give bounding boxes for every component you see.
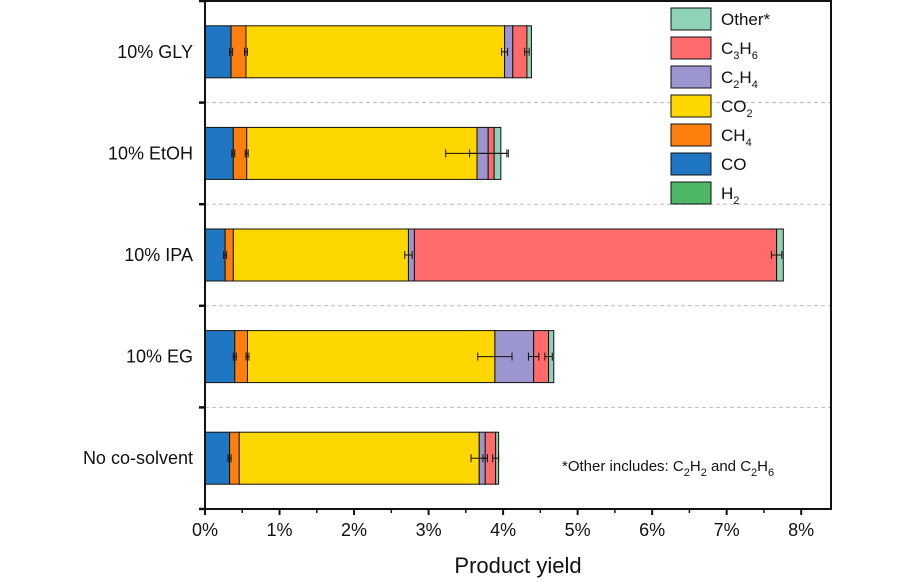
x-tick-label: 2% xyxy=(341,520,367,540)
error-bar-no-co-solvent xyxy=(482,454,488,463)
bar-10-gly-ch4 xyxy=(230,25,247,79)
x-tick-label: 3% xyxy=(416,520,442,540)
error-bar-10-ipa xyxy=(404,251,413,259)
legend-label: C3​H6​ xyxy=(721,39,758,62)
legend-swatch xyxy=(670,7,712,31)
legend: Other* C3​H6​ C2​H4​ CO2​ CH4​ CO H2​ xyxy=(670,7,771,207)
x-tick-label: 7% xyxy=(714,520,740,540)
error-bar-10-eg xyxy=(232,352,237,361)
legend-swatch xyxy=(670,123,712,147)
legend-item-c3h6: C3​H6​ xyxy=(670,36,758,62)
legend-item-c2h4: C2​H4​ xyxy=(670,65,758,91)
legend-swatch xyxy=(670,181,712,205)
error-bar-10-eg xyxy=(527,352,540,361)
x-tick-label: 4% xyxy=(490,520,516,540)
bar-10-ipa-co2 xyxy=(232,228,409,282)
error-bar-10-gly xyxy=(229,47,234,56)
bar-10-eg-co2 xyxy=(246,330,496,384)
bar-10-etoh-co2 xyxy=(246,126,478,180)
bar-10-gly-co xyxy=(204,25,232,79)
annotation-note: *Other includes: C2​H2​ and C2​H6​ xyxy=(562,458,774,479)
category-label-10-etoh: 10% EtOH xyxy=(108,143,193,163)
bar-no-co-solvent-co2 xyxy=(238,431,480,485)
error-bar-10-etoh xyxy=(469,149,508,158)
category-separators xyxy=(205,102,831,408)
bar-10-etoh-ch4 xyxy=(232,126,248,180)
x-axis: 0% 1% 2% 3% 4% 5% 6% 7% 8% xyxy=(192,509,814,540)
bar-10-etoh-co xyxy=(204,126,234,180)
legend-label: H2​ xyxy=(721,184,739,207)
legend-swatch xyxy=(670,152,712,176)
legend-label: C2​H4​ xyxy=(721,68,758,91)
bar-10-eg-co xyxy=(204,330,236,384)
error-bar-10-gly xyxy=(501,47,509,56)
y-axis: 10% GLY 10% EtOH 10% IPA 10% EG No co-solven… xyxy=(83,0,205,511)
category-label-10-eg: 10% EG xyxy=(126,347,193,367)
bar-10-gly-co2 xyxy=(245,25,506,79)
legend-item-other: Other* xyxy=(670,7,771,31)
error-bar-10-etoh xyxy=(244,149,249,158)
x-tick-label: 5% xyxy=(565,520,591,540)
error-bar-10-eg xyxy=(544,352,553,361)
error-bar-no-co-solvent xyxy=(227,454,232,463)
x-axis-title: Product yield xyxy=(454,553,581,578)
x-tick-label: 6% xyxy=(639,520,665,540)
legend-swatch xyxy=(670,94,712,118)
legend-label: CH4​ xyxy=(721,126,752,149)
error-bar-10-etoh xyxy=(231,149,236,158)
error-bars-layer xyxy=(223,47,783,463)
legend-item-h2: H2​ xyxy=(670,181,739,207)
error-bar-no-co-solvent xyxy=(492,454,500,463)
error-bar-10-eg xyxy=(477,352,513,361)
x-tick-label: 8% xyxy=(788,520,814,540)
category-label-10-ipa: 10% IPA xyxy=(124,245,193,265)
category-label-10-gly: 10% GLY xyxy=(117,42,193,62)
legend-label: Other* xyxy=(721,10,771,29)
legend-item-ch4: CH4​ xyxy=(670,123,752,149)
legend-label: CO2​ xyxy=(721,97,753,120)
legend-label: CO xyxy=(721,155,747,174)
x-tick-label: 0% xyxy=(192,520,218,540)
error-bar-10-gly xyxy=(243,47,248,56)
error-bar-10-ipa xyxy=(223,251,228,259)
error-bar-10-eg xyxy=(245,352,250,361)
bars-layer xyxy=(204,25,784,485)
legend-item-co2: CO2​ xyxy=(670,94,753,120)
plot-frame xyxy=(204,0,832,510)
error-bar-10-ipa xyxy=(770,251,783,259)
error-bar-10-gly xyxy=(524,47,530,56)
bar-10-ipa-c3h6 xyxy=(413,228,778,282)
legend-item-co: CO xyxy=(670,152,747,176)
bar-no-co-solvent-co xyxy=(204,431,231,485)
x-tick-label: 1% xyxy=(267,520,293,540)
legend-swatch xyxy=(670,65,712,89)
bar-10-ipa-co xyxy=(204,228,226,282)
category-label-no-co-solvent: No co-solvent xyxy=(83,448,193,468)
legend-swatch xyxy=(670,36,712,60)
